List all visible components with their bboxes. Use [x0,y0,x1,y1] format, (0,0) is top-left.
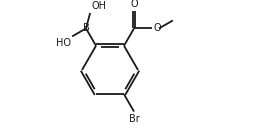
Text: O: O [130,0,138,9]
Text: B: B [83,23,89,33]
Text: O: O [153,23,161,33]
Text: HO: HO [56,38,71,48]
Text: Br: Br [129,114,139,124]
Text: OH: OH [91,2,106,11]
